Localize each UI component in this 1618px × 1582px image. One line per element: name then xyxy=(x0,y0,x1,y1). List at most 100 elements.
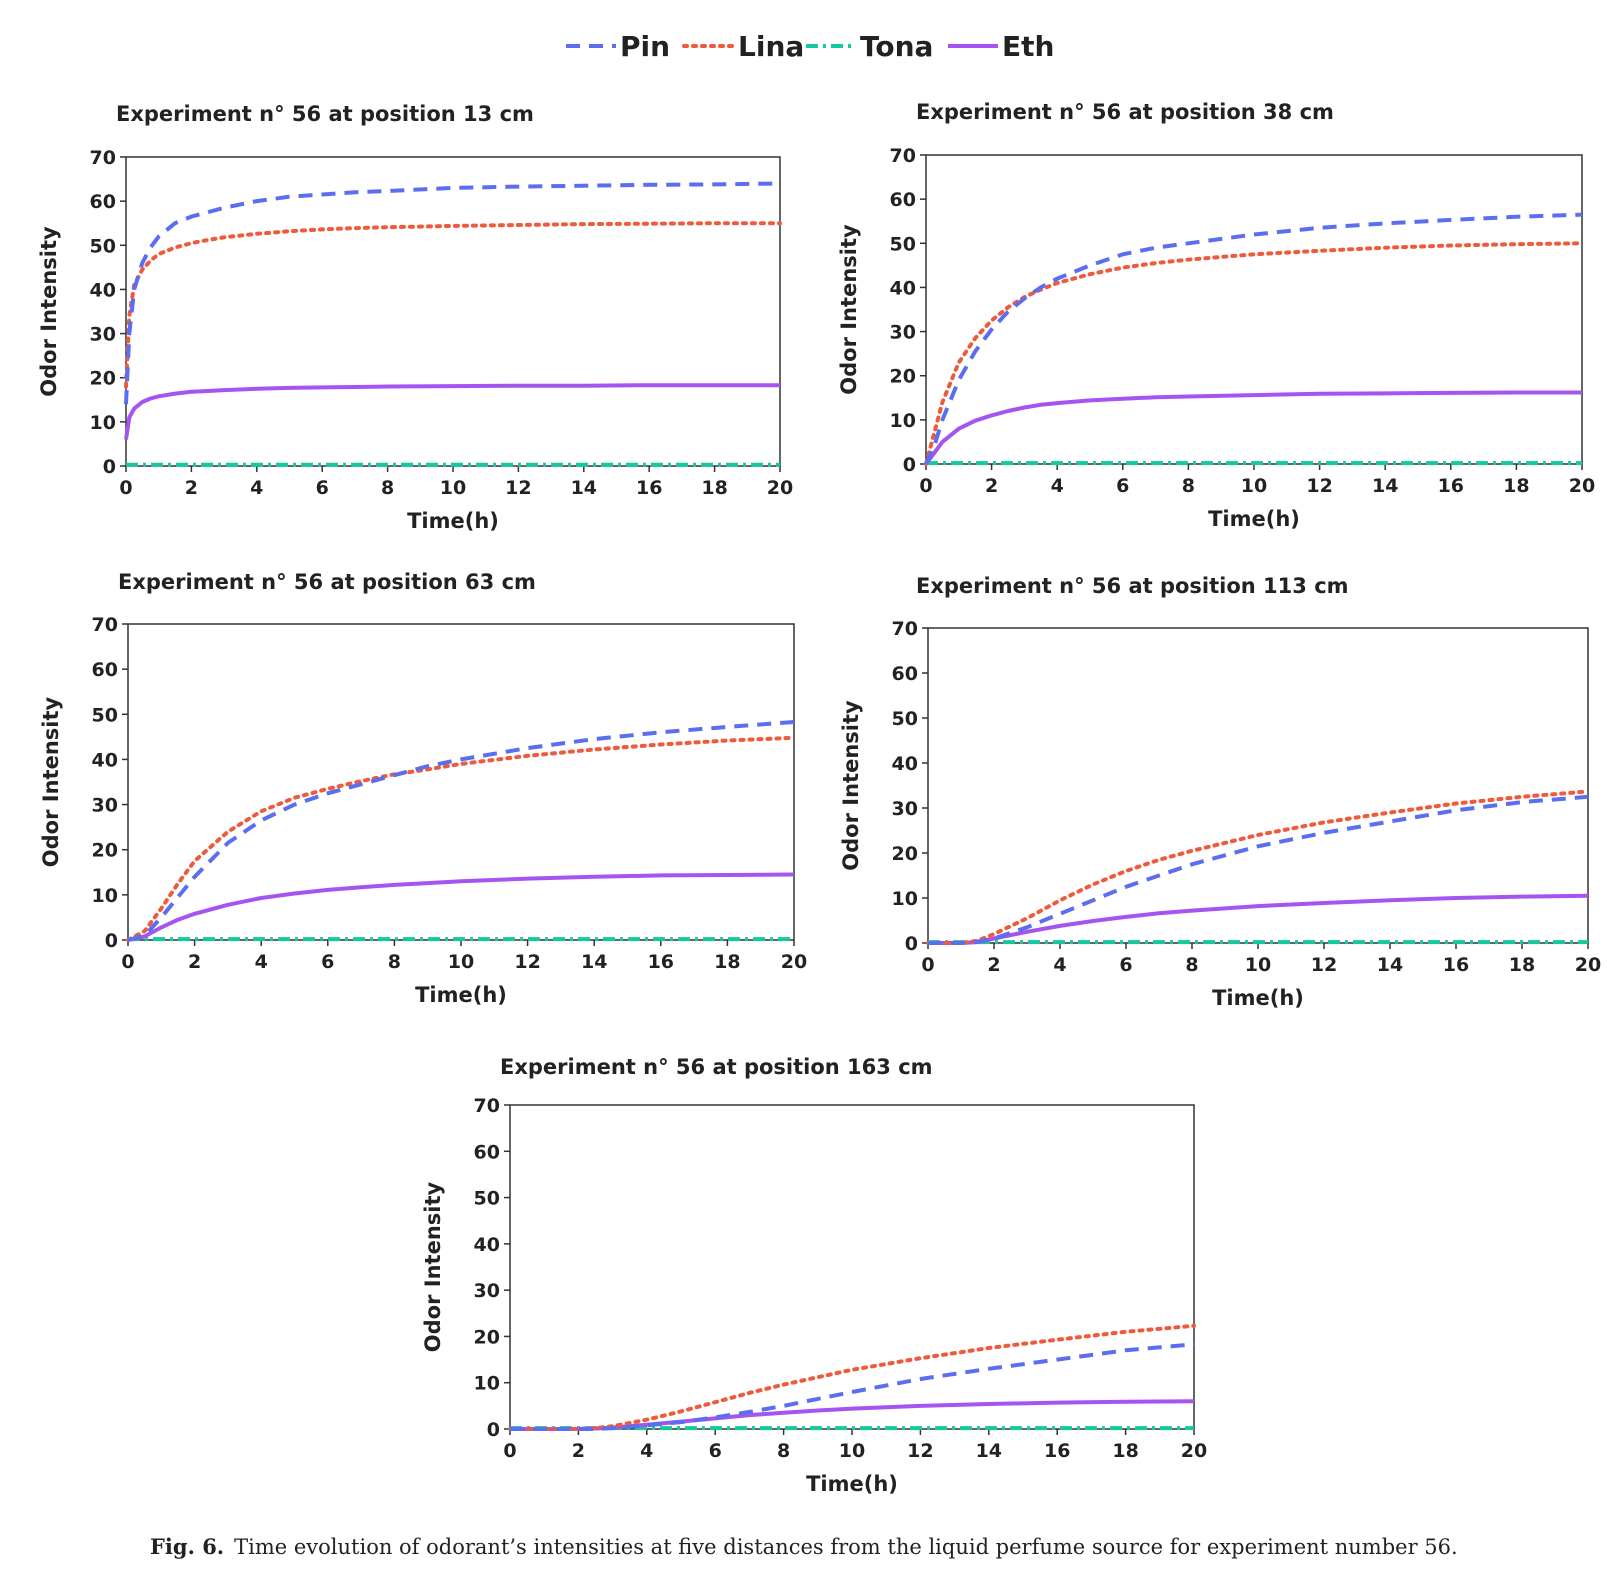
x-tick-label: 10 xyxy=(440,477,466,499)
x-tick-label: 10 xyxy=(1241,475,1267,497)
y-tick-label: 50 xyxy=(90,235,116,257)
y-axis-label: Odor Intensity xyxy=(421,1181,445,1352)
x-axis-label: Time(h) xyxy=(1212,986,1304,1010)
plot-frame xyxy=(509,1104,1195,1430)
x-tick-label: 16 xyxy=(1044,1440,1070,1462)
y-tick-label: 60 xyxy=(92,659,118,681)
x-tick-label: 6 xyxy=(709,1440,722,1462)
y-tick-label: 60 xyxy=(474,1141,500,1163)
x-tick-label: 4 xyxy=(1051,475,1064,497)
y-tick-label: 10 xyxy=(890,410,916,432)
x-tick-label: 18 xyxy=(701,477,727,499)
chart-title: Experiment n° 56 at position 113 cm xyxy=(916,574,1349,598)
y-tick-label: 60 xyxy=(892,663,918,685)
x-tick-label: 12 xyxy=(907,1440,933,1462)
y-tick-label: 30 xyxy=(474,1280,500,1302)
x-tick-label: 20 xyxy=(1181,1440,1207,1462)
plot-frame xyxy=(925,154,1583,465)
x-tick-label: 18 xyxy=(714,951,740,973)
y-tick-label: 0 xyxy=(903,454,916,476)
x-tick-label: 10 xyxy=(1245,954,1271,976)
series-line-pin xyxy=(510,1342,1195,1431)
y-axis-label: Odor Intensity xyxy=(37,226,61,397)
x-tick-label: 2 xyxy=(185,477,198,499)
chart-title: Experiment n° 56 at position 38 cm xyxy=(916,100,1334,124)
y-tick-label: 20 xyxy=(890,366,916,388)
y-tick-label: 60 xyxy=(890,189,916,211)
y-tick-label: 40 xyxy=(890,277,916,299)
x-tick-label: 14 xyxy=(1377,954,1403,976)
y-tick-label: 20 xyxy=(92,840,118,862)
y-tick-label: 0 xyxy=(103,456,116,478)
y-tick-label: 10 xyxy=(474,1373,500,1395)
x-tick-label: 20 xyxy=(1575,954,1601,976)
x-tick-label: 2 xyxy=(985,475,998,497)
x-tick-label: 8 xyxy=(1185,954,1198,976)
plot-frame xyxy=(127,623,795,941)
chart-3: 0 10 20 30 40 50 60 70 0 2 4 6 8 10 12 14 16 18 20 Time(h) O… xyxy=(839,618,1601,1010)
y-tick-label: 40 xyxy=(474,1234,500,1256)
x-tick-label: 14 xyxy=(1372,475,1398,497)
x-tick-label: 18 xyxy=(1509,954,1535,976)
x-tick-label: 20 xyxy=(1569,475,1595,497)
y-tick-label: 10 xyxy=(90,412,116,434)
series-line-pin xyxy=(127,720,795,942)
y-axis-label: Odor Intensity xyxy=(839,700,863,871)
x-tick-label: 6 xyxy=(1119,954,1132,976)
y-tick-label: 60 xyxy=(90,191,116,213)
series-line-lina xyxy=(508,1323,1196,1431)
y-tick-label: 50 xyxy=(92,704,118,726)
y-tick-label: 20 xyxy=(474,1326,500,1348)
y-tick-label: 50 xyxy=(890,233,916,255)
chart-4: 0 10 20 30 40 50 60 70 0 2 4 6 8 10 12 14 16 18 20 Time(h) O… xyxy=(421,1095,1207,1496)
x-tick-label: 8 xyxy=(1182,475,1195,497)
x-tick-label: 8 xyxy=(388,951,401,973)
x-tick-label: 12 xyxy=(514,951,540,973)
x-tick-label: 20 xyxy=(781,951,807,973)
series-line-eth xyxy=(124,383,780,440)
y-axis-label: Odor Intensity xyxy=(39,696,63,867)
x-tick-label: 6 xyxy=(316,477,329,499)
x-tick-label: 8 xyxy=(777,1440,790,1462)
x-tick-label: 6 xyxy=(321,951,334,973)
x-tick-label: 0 xyxy=(919,475,932,497)
series-line-pin xyxy=(924,212,1583,465)
y-tick-label: 40 xyxy=(92,749,118,771)
x-tick-label: 18 xyxy=(1503,475,1529,497)
y-tick-label: 70 xyxy=(474,1095,500,1117)
x-axis-label: Time(h) xyxy=(1208,507,1300,531)
y-tick-label: 10 xyxy=(92,885,118,907)
series-line-pin xyxy=(124,181,781,405)
y-tick-label: 70 xyxy=(890,145,916,167)
y-tick-label: 30 xyxy=(90,324,116,346)
y-tick-label: 20 xyxy=(90,368,116,390)
x-tick-label: 18 xyxy=(1112,1440,1138,1462)
x-tick-label: 16 xyxy=(1443,954,1469,976)
y-tick-label: 70 xyxy=(892,618,918,640)
chart-title: Experiment n° 56 at position 63 cm xyxy=(118,570,536,594)
x-tick-label: 8 xyxy=(381,477,394,499)
y-tick-label: 0 xyxy=(105,930,118,952)
legend-label-pin: Pin xyxy=(620,30,670,63)
y-axis-label: Odor Intensity xyxy=(837,224,861,395)
x-tick-label: 20 xyxy=(767,477,793,499)
x-tick-label: 0 xyxy=(119,477,132,499)
x-tick-label: 12 xyxy=(1306,475,1332,497)
series-line-eth xyxy=(127,872,795,942)
x-tick-label: 2 xyxy=(188,951,201,973)
series-line-pin xyxy=(928,794,1589,945)
y-tick-label: 10 xyxy=(892,888,918,910)
x-tick-label: 16 xyxy=(636,477,662,499)
x-tick-label: 4 xyxy=(255,951,268,973)
x-tick-label: 10 xyxy=(839,1440,865,1462)
y-tick-label: 70 xyxy=(92,614,118,636)
y-tick-label: 0 xyxy=(487,1419,500,1441)
caption-text: Time evolution of odorant’s intensities … xyxy=(234,1535,1458,1559)
x-axis-label: Time(h) xyxy=(415,983,507,1007)
legend-label-lina: Lina xyxy=(738,30,804,63)
chart-title: Experiment n° 56 at position 13 cm xyxy=(116,102,534,126)
chart-2: 0 10 20 30 40 50 60 70 0 2 4 6 8 10 12 14 16 18 20 Time(h) O… xyxy=(39,614,807,1007)
x-tick-label: 0 xyxy=(921,954,934,976)
x-tick-label: 4 xyxy=(640,1440,653,1462)
